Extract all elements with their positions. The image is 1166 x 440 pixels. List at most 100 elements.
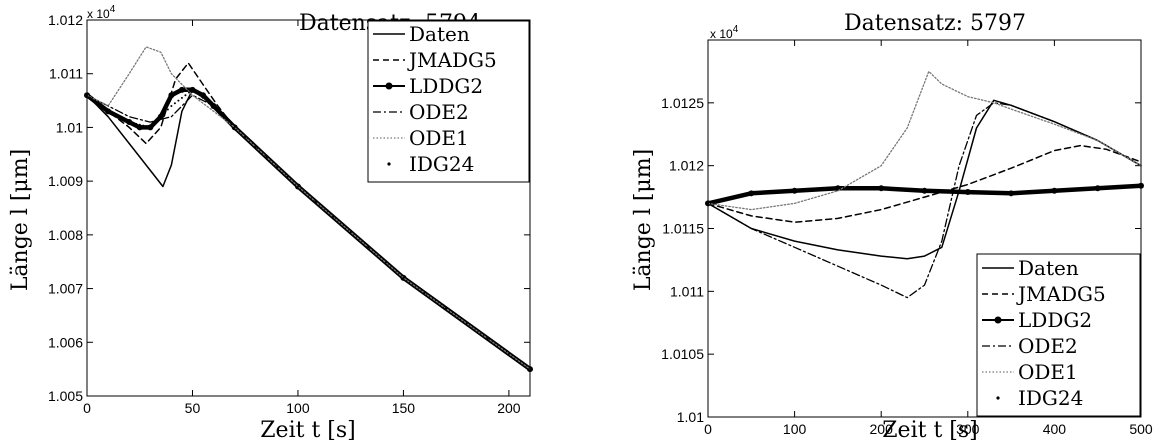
chart-left-series-IDG24-point	[202, 96, 205, 99]
chart-right-ytick-label: 1.0125	[661, 95, 704, 111]
chart-left-series-IDG24-point	[349, 231, 352, 234]
chart-left-series-IDG24-point	[507, 352, 510, 355]
chart-right-legend-item-4: ODE1	[982, 360, 1078, 384]
chart-left-series-IDG24-point	[184, 94, 187, 97]
chart-right-series-IDG24-point	[1024, 191, 1027, 194]
chart-left-series-IDG24-point	[89, 96, 92, 99]
chart-left-series-IDG24-point	[230, 122, 233, 125]
chart-left-series-IDG24-point	[219, 112, 222, 115]
chart-left-series-IDG24-point	[296, 185, 299, 188]
chart-right-legend-item-2: LDDG2	[982, 308, 1092, 332]
chart-right-series-IDG24-point	[981, 191, 984, 194]
chart-left-legend-item-3: ODE2	[373, 100, 469, 124]
chart-left-series-IDG24-point	[121, 117, 124, 120]
chart-left-series-IDG24-point	[402, 276, 405, 279]
chart-right-series-ODE1	[707, 70, 1142, 211]
chart-right-series-IDG24-point	[894, 188, 897, 191]
chart-left-legend-label-3: ODE2	[409, 100, 469, 124]
chart-right-ytick-label: 1.0105	[661, 346, 704, 362]
chart-left-xtick-label: 150	[392, 400, 416, 416]
chart-right-series-IDG24-point	[815, 188, 818, 191]
chart-left-legend-label-0: Daten	[409, 22, 470, 46]
chart-right-series-IDG24-point	[1075, 188, 1078, 191]
chart-left-series-IDG24-point	[145, 125, 148, 128]
chart-right-legend-marker-2	[994, 316, 1002, 324]
chart-left-series-IDG24-point	[163, 112, 166, 115]
chart-left-legend-label-2: LDDG2	[409, 74, 483, 98]
chart-left-series-IDG24-point	[209, 102, 212, 105]
chart-left-series-IDG24-point	[205, 99, 208, 102]
chart-left-ytick-label: 1.006	[48, 334, 83, 350]
chart-right-legend-box	[976, 253, 1141, 417]
chart-right-legend: Daten JMADG5 LDDG2 ODE2 ODE1 IDG24	[976, 253, 1141, 417]
chart-left-ytick-label: 1.008	[48, 227, 83, 243]
chart-right-series-IDG24-point	[923, 189, 926, 192]
chart-right-series-IDG24-point	[764, 191, 767, 194]
chart-right-series-IDG24-point	[988, 191, 991, 194]
chart-left-ytick-label: 1.007	[48, 281, 83, 297]
chart-right-series-IDG24-point	[945, 190, 948, 193]
chart-right-series-ODE2	[707, 102, 1142, 299]
chart-right-series-IDG24-point	[995, 191, 998, 194]
chart-right-legend-label-0: Daten	[1018, 256, 1079, 280]
chart-left-xtick-label: 0	[83, 400, 91, 416]
chart-right-series-IDG24-point	[1103, 186, 1106, 189]
chart-right-series-IDG24-point	[1002, 192, 1005, 195]
chart-left-frame	[86, 19, 531, 397]
chart-right-series-IDG24-point	[1125, 185, 1128, 188]
chart-right-series-IDG24-point	[793, 189, 796, 192]
chart-left-series-IDG24-point	[265, 155, 268, 158]
chart-right-series-IDG24-point	[865, 187, 868, 190]
chart-right-series-IDG24-point	[786, 190, 789, 193]
chart-left-series-IDG24-point	[180, 96, 183, 99]
chart-right-title: Datensatz: 5797	[844, 11, 1026, 36]
chart-left-series-IDG24-point	[332, 215, 335, 218]
chart-left-xtick-label: 50	[185, 400, 201, 416]
chart-right-series-IDG24-point	[1060, 189, 1063, 192]
chart-left-legend-item-4: ODE1	[373, 126, 469, 150]
chart-right-series-IDG24-point	[1010, 192, 1013, 195]
chart-left-series-IDG24-point	[152, 122, 155, 125]
chart-left-series-LDDG2-marker	[136, 124, 143, 131]
chart-right-series-IDG24-point	[1118, 186, 1121, 189]
chart-left-series-IDG24-point	[156, 119, 159, 122]
chart-right-ytick-label: 1.0115	[662, 221, 704, 237]
chart-right-series-IDG24-point	[1038, 190, 1041, 193]
chart-right-legend-label-2: LDDG2	[1018, 308, 1092, 332]
chart-left-series-IDG24-point	[198, 94, 201, 97]
chart-left-ytick-label: 1.012	[48, 12, 83, 28]
chart-left: Datensatz: 5794 Länge l [μm] Zeit t [s] …	[8, 4, 533, 440]
chart-left-series-IDG24-point	[465, 322, 468, 325]
chart-left-series-LDDG2-marker	[178, 86, 185, 93]
chart-left-legend-box	[367, 20, 530, 183]
chart-left-series-IDG24-point	[114, 113, 117, 116]
chart-left-series-IDG24-point	[244, 136, 247, 139]
chart-right-series-IDG24-point	[822, 188, 825, 191]
chart-left-ticks: 0 50 100 150 200 1.005 1.006 1.007 1.008 1.009 1.0…	[48, 12, 530, 416]
chart-right-legend-item-3: ODE2	[982, 334, 1078, 358]
chart-right-series-IDG24-point	[728, 197, 731, 200]
chart-right-series-IDG24-point	[1082, 188, 1085, 191]
chart-left-series-IDG24-point	[93, 99, 96, 102]
chart-right-series-IDG24-point	[966, 191, 969, 194]
chart-right-legend-label-1: JMADG5	[1016, 282, 1106, 306]
chart-left-series-IDG24-point	[128, 121, 131, 124]
chart-right-series-IDG24-point	[714, 200, 717, 203]
chart-left-series	[84, 46, 533, 373]
chart-right-legend-item-0: Daten	[982, 256, 1079, 280]
chart-right-series-IDG24-point	[721, 199, 724, 202]
chart-right-series-IDG24-point	[808, 188, 811, 191]
chart-left-series-IDG24-point	[191, 88, 194, 91]
chart-right-series-IDG24-point	[880, 187, 883, 190]
chart-right-legend-item-5: IDG24	[996, 386, 1083, 410]
chart-right-legend-label-5: IDG24	[1018, 386, 1083, 410]
chart-right-series	[705, 70, 1144, 299]
chart-right-series-IDG24-point	[779, 190, 782, 193]
chart-right-series-IDG24-point	[750, 192, 753, 195]
chart-right-legend-swatch-5	[996, 396, 1000, 400]
chart-right-series-IDG24-point	[1096, 187, 1099, 190]
chart-left-legend-label-1: JMADG5	[407, 48, 497, 72]
chart-left-series-IDG24-point	[117, 115, 120, 118]
chart-left-exponent: x 104	[87, 4, 116, 21]
